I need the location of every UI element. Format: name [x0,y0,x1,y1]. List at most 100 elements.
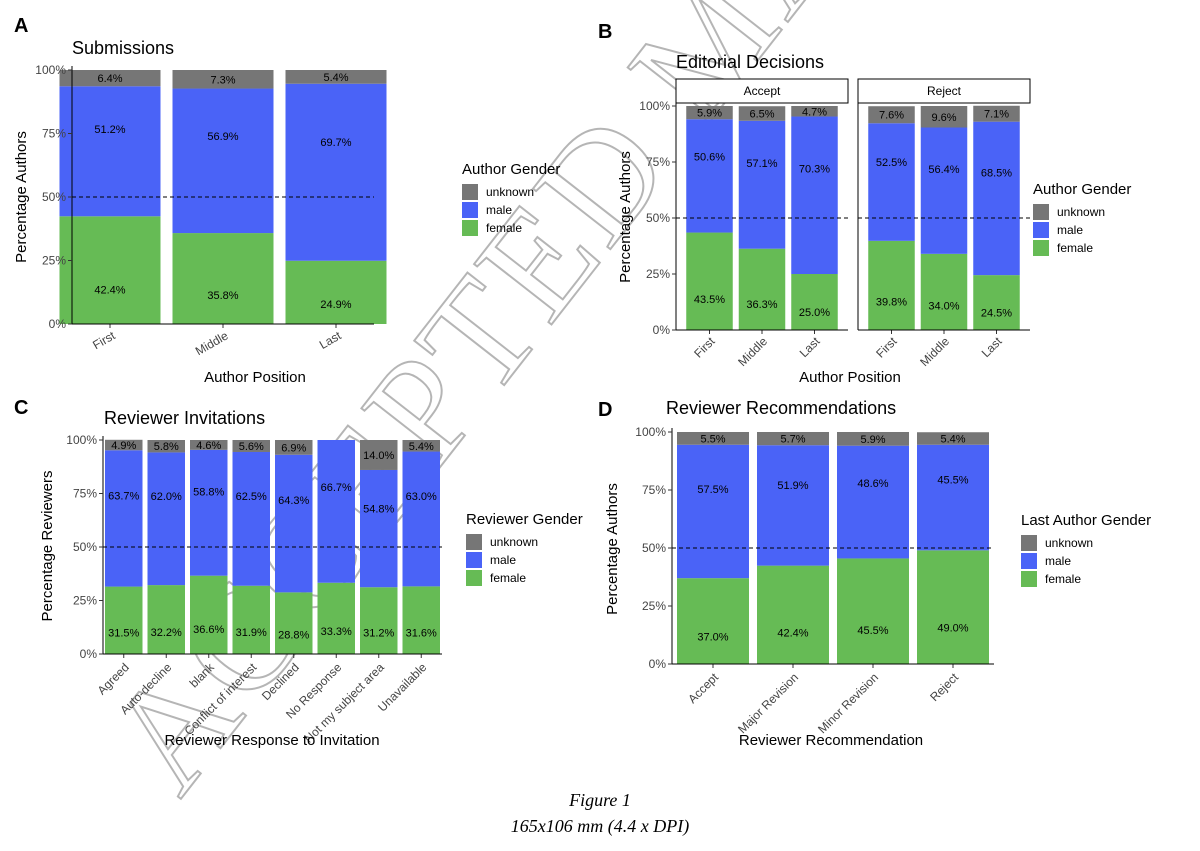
y-tick-label-c-4: 100% [66,433,97,447]
bar-female-c-6 [360,587,398,654]
y-tick-label-a-1: 25% [42,254,66,268]
x-axis-title-c: Reviewer Response to Invitation [164,732,379,749]
data-label-unknown-b-f1-0: 7.6% [879,110,904,122]
bar-male-c-0 [105,450,143,587]
data-label-female-d-0: 37.0% [697,632,728,644]
legend-label-male-d: male [1045,554,1071,568]
legend-a: Author Gender unknown male female [462,161,560,236]
legend-label-female-a: female [486,221,522,235]
legend-d: Last Author Gender unknown male female [1021,512,1151,587]
y-tick-label-b-3: 75% [646,155,670,169]
bar-male-d-1 [757,445,829,566]
bar-unknown-d-3 [917,432,989,445]
figure-caption-line2: 165x106 mm (4.4 x DPI) [510,816,690,836]
legend-label-unknown-d: unknown [1045,536,1093,550]
data-label-female-b-f1-2: 24.5% [981,307,1012,319]
x-tick-label-b-f1-1: Middle [917,334,952,369]
bar-female-b-f1-2 [973,275,1020,330]
bar-unknown-d-1 [757,432,829,446]
y-tick-label-a-4: 100% [35,63,66,77]
bar-male-c-4 [275,454,313,593]
data-label-female-b-f1-1: 34.0% [928,301,959,313]
y-tick-label-c-0: 0% [80,647,98,661]
data-label-male-d-3: 45.5% [937,475,968,487]
data-label-female-d-1: 42.4% [777,628,808,640]
data-label-male-b-f1-0: 52.5% [876,157,907,169]
figure-caption-line1: Figure 1 [569,790,631,810]
bar-unknown-b-f0-1 [738,106,786,121]
bar-female-c-3 [232,585,270,654]
bar-male-b-f0-0 [686,119,733,233]
bar-female-c-1 [147,585,185,654]
legend-swatch-female-d [1021,571,1037,587]
legend-swatch-male-d [1021,553,1037,569]
legend-title-b: Author Gender [1033,181,1131,198]
bar-female-c-7 [402,586,440,654]
data-label-male-c-5: 66.7% [321,482,352,494]
legend-label-unknown-b: unknown [1057,205,1105,219]
y-tick-label-b-0: 0% [653,323,671,337]
data-label-female-c-5: 33.3% [321,626,352,638]
data-label-unknown-b-f1-2: 7.1% [984,109,1009,121]
y-tick-label-d-3: 75% [642,483,666,497]
y-tick-label-d-1: 25% [642,599,666,613]
x-tick-label-a-1: Middle [193,328,231,358]
data-label-unknown-c-6: 14.0% [363,450,394,462]
bar-male-c-3 [232,451,270,586]
bar-unknown-c-7 [402,440,440,452]
data-label-female-b-f0-1: 36.3% [746,299,777,311]
x-tick-label-a-0: First [90,328,118,352]
data-label-male-c-1: 62.0% [151,491,182,503]
panel-letter-c: C [14,397,28,419]
legend-title-a: Author Gender [462,161,560,178]
data-label-male-a-0: 51.2% [94,124,125,136]
bar-unknown-b-f1-0 [868,106,915,124]
bar-male-d-2 [837,445,909,559]
data-label-unknown-c-3: 5.6% [239,441,264,453]
legend-title-d: Last Author Gender [1021,512,1151,529]
legend-swatch-male-c [466,552,482,568]
data-label-unknown-b-f1-1: 9.6% [931,112,956,124]
bar-female-d-2 [837,558,909,664]
y-tick-label-b-1: 25% [646,267,670,281]
bar-unknown-b-f0-0 [686,106,733,120]
y-tick-label-a-3: 75% [42,127,66,141]
legend-title-c: Reviewer Gender [466,511,583,528]
data-label-female-c-0: 31.5% [108,627,139,639]
bar-male-c-5 [317,440,355,583]
bar-female-d-1 [757,565,829,664]
bar-unknown-c-2 [190,440,228,450]
data-label-female-c-4: 28.8% [278,629,309,641]
y-axis-title-b: Percentage Authors [617,151,634,283]
bar-male-a-2 [285,83,387,261]
facet-label-b-1: Reject [927,84,962,98]
data-label-unknown-c-4: 6.9% [281,442,306,454]
panel-letter-d: D [598,399,612,421]
panel-letter-a: A [14,15,28,37]
legend-label-female-c: female [490,571,526,585]
data-label-unknown-b-f0-1: 6.5% [749,109,774,121]
data-label-unknown-d-2: 5.9% [860,434,885,446]
y-axis-title-a: Percentage Authors [13,131,30,263]
data-label-male-b-f0-1: 57.1% [746,158,777,170]
bar-female-b-f0-2 [791,274,838,330]
data-label-male-c-0: 63.7% [108,490,139,502]
bar-female-b-f1-0 [868,240,915,330]
y-axis-title-c: Percentage Reviewers [39,471,56,622]
x-axis-title-d: Reviewer Recommendation [739,732,923,749]
legend-swatch-female-a [462,220,478,236]
bar-unknown-b-f1-2 [973,105,1020,122]
data-label-unknown-a-0: 6.4% [97,73,122,85]
legend-label-female-b: female [1057,241,1093,255]
data-label-unknown-c-1: 5.8% [154,441,179,453]
data-label-male-d-1: 51.9% [777,480,808,492]
legend-label-male-a: male [486,203,512,217]
y-tick-label-a-2: 50% [42,190,66,204]
data-label-unknown-b-f0-0: 5.9% [697,108,722,120]
data-label-female-d-3: 49.0% [937,623,968,635]
bar-female-b-f0-1 [738,248,786,330]
data-label-female-b-f1-0: 39.8% [876,296,907,308]
legend-label-unknown-c: unknown [490,535,538,549]
data-label-female-a-2: 24.9% [320,299,351,311]
chart-panel-b: B Editorial Decisions Accept 43.5% 50.6% 5.9%… [598,21,1131,386]
